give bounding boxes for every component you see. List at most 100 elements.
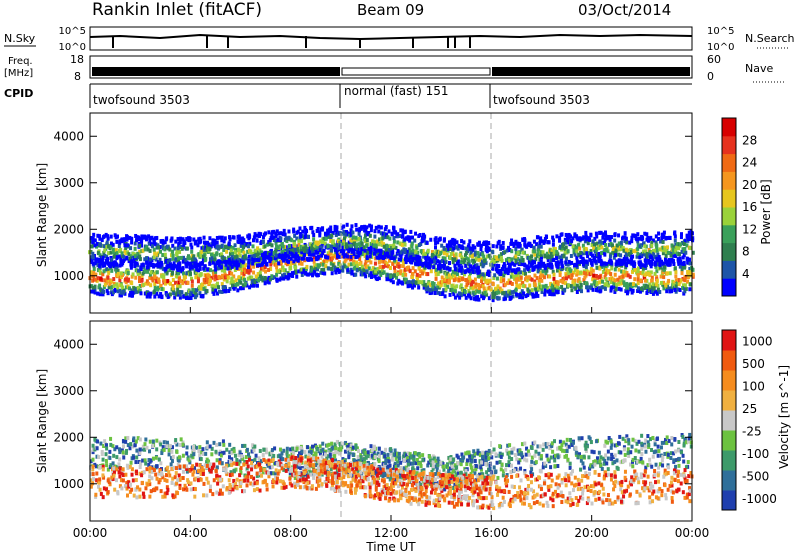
power-echo-cell <box>439 251 443 256</box>
power-echo-cell <box>459 266 463 271</box>
power-echo-cell <box>514 272 518 277</box>
power-echo-cell <box>186 280 190 285</box>
power-echo-cell <box>364 259 368 264</box>
power-echo-cell <box>440 243 444 248</box>
power-echo-cell <box>167 294 171 299</box>
power-echo-cell <box>103 282 107 287</box>
power-echo-cell <box>355 260 359 265</box>
power-echo-cell <box>252 270 256 275</box>
power-echo-cell <box>260 275 264 280</box>
power-echo-cell <box>160 286 164 291</box>
power-echo-cell <box>359 244 363 249</box>
velocity-echo-cell <box>129 460 133 465</box>
power-echo-cell <box>319 245 323 250</box>
power-echo-cell <box>523 271 527 276</box>
velocity-echo-cell <box>101 457 105 462</box>
power-echo-cell <box>446 284 450 289</box>
power-echo-cell <box>353 241 357 246</box>
power-echo-cell <box>686 279 690 284</box>
power-echo-cell <box>460 270 464 275</box>
power-echo-cell <box>106 236 110 241</box>
power-echo-cell <box>304 231 308 236</box>
velocity-echo-cell <box>108 455 112 460</box>
power-echo-cell <box>520 255 524 260</box>
power-echo-cell <box>399 257 403 262</box>
power-echo-cell <box>151 262 155 267</box>
power-echo-cell <box>124 251 128 256</box>
power-colorbar-swatch <box>722 153 736 172</box>
velocity-echo-cell <box>329 447 333 452</box>
velocity-echo-cell <box>274 461 278 466</box>
power-echo-cell <box>317 240 321 245</box>
power-echo-cell <box>436 240 440 245</box>
power-echo-cell <box>647 247 651 252</box>
power-echo-cell <box>562 288 566 293</box>
power-echo-cell <box>302 252 306 257</box>
power-echo-cell <box>261 240 265 245</box>
power-echo-cell <box>549 262 553 267</box>
power-echo-cell <box>331 230 335 235</box>
power-echo-cell <box>613 267 617 272</box>
power-echo-cell <box>295 236 299 241</box>
power-echo-cell <box>672 262 676 267</box>
power-echo-cell <box>335 244 339 249</box>
power-echo-cell <box>209 252 213 257</box>
power-echo-cell <box>297 256 301 261</box>
velocity-echo-cell <box>165 440 169 445</box>
velocity-echo-cell <box>314 451 318 456</box>
power-echo-cell <box>533 273 537 278</box>
velocity-echo-cell <box>105 446 109 451</box>
power-echo-cell <box>552 246 556 251</box>
power-echo-cell <box>335 250 339 255</box>
velocity-echo-cell <box>215 465 219 470</box>
power-echo-cell <box>645 251 649 256</box>
power-echo-cell <box>413 238 417 243</box>
power-echo-cell <box>641 270 645 275</box>
power-echo-cell <box>108 282 112 287</box>
power-echo-cell <box>239 280 243 285</box>
power-echo-cell <box>404 236 408 241</box>
power-echo-cell <box>546 285 550 290</box>
power-echo-cell <box>406 265 410 270</box>
power-echo-cell <box>323 241 327 246</box>
power-echo-cell <box>271 256 275 261</box>
power-echo-cell <box>183 240 187 245</box>
power-echo-cell <box>628 240 632 245</box>
velocity-echo-cell <box>118 457 122 462</box>
power-echo-cell <box>255 279 259 284</box>
power-echo-cell <box>536 235 540 240</box>
power-echo-cell <box>134 275 138 280</box>
velocity-echo-cell <box>208 462 212 467</box>
power-echo-cell <box>634 249 638 254</box>
power-echo-cell <box>459 260 463 265</box>
power-echo-cell <box>406 235 410 240</box>
power-echo-cell <box>198 236 202 241</box>
power-echo-cell <box>150 276 154 281</box>
power-echo-cell <box>546 255 550 260</box>
power-echo-cell <box>284 254 288 259</box>
power-echo-cell <box>270 231 274 236</box>
power-echo-cell <box>277 269 281 274</box>
velocity-echo-cell <box>343 449 347 454</box>
power-echo-cell <box>377 260 381 265</box>
power-echo-cell <box>597 246 601 251</box>
power-echo-cell <box>215 251 219 256</box>
power-echo-cell <box>575 259 579 264</box>
power-echo-cell <box>476 242 480 247</box>
power-echo-cell <box>133 260 137 265</box>
velocity-echo-cell <box>356 468 360 473</box>
power-echo-cell <box>106 268 110 273</box>
velocity-echo-cell <box>342 441 346 446</box>
velocity-echo-cell <box>105 463 109 468</box>
power-echo-cell <box>663 247 667 252</box>
power-echo-cell <box>533 294 537 299</box>
power-echo-cell <box>323 271 327 276</box>
power-echo-cell <box>623 231 627 236</box>
power-echo-cell <box>641 236 645 241</box>
power-echo-cell <box>452 246 456 251</box>
power-echo-cell <box>365 255 369 260</box>
power-echo-cell <box>335 225 339 230</box>
velocity-echo-cell <box>255 473 259 478</box>
power-echo-cell <box>686 260 690 265</box>
velocity-echo-cell <box>339 446 343 451</box>
